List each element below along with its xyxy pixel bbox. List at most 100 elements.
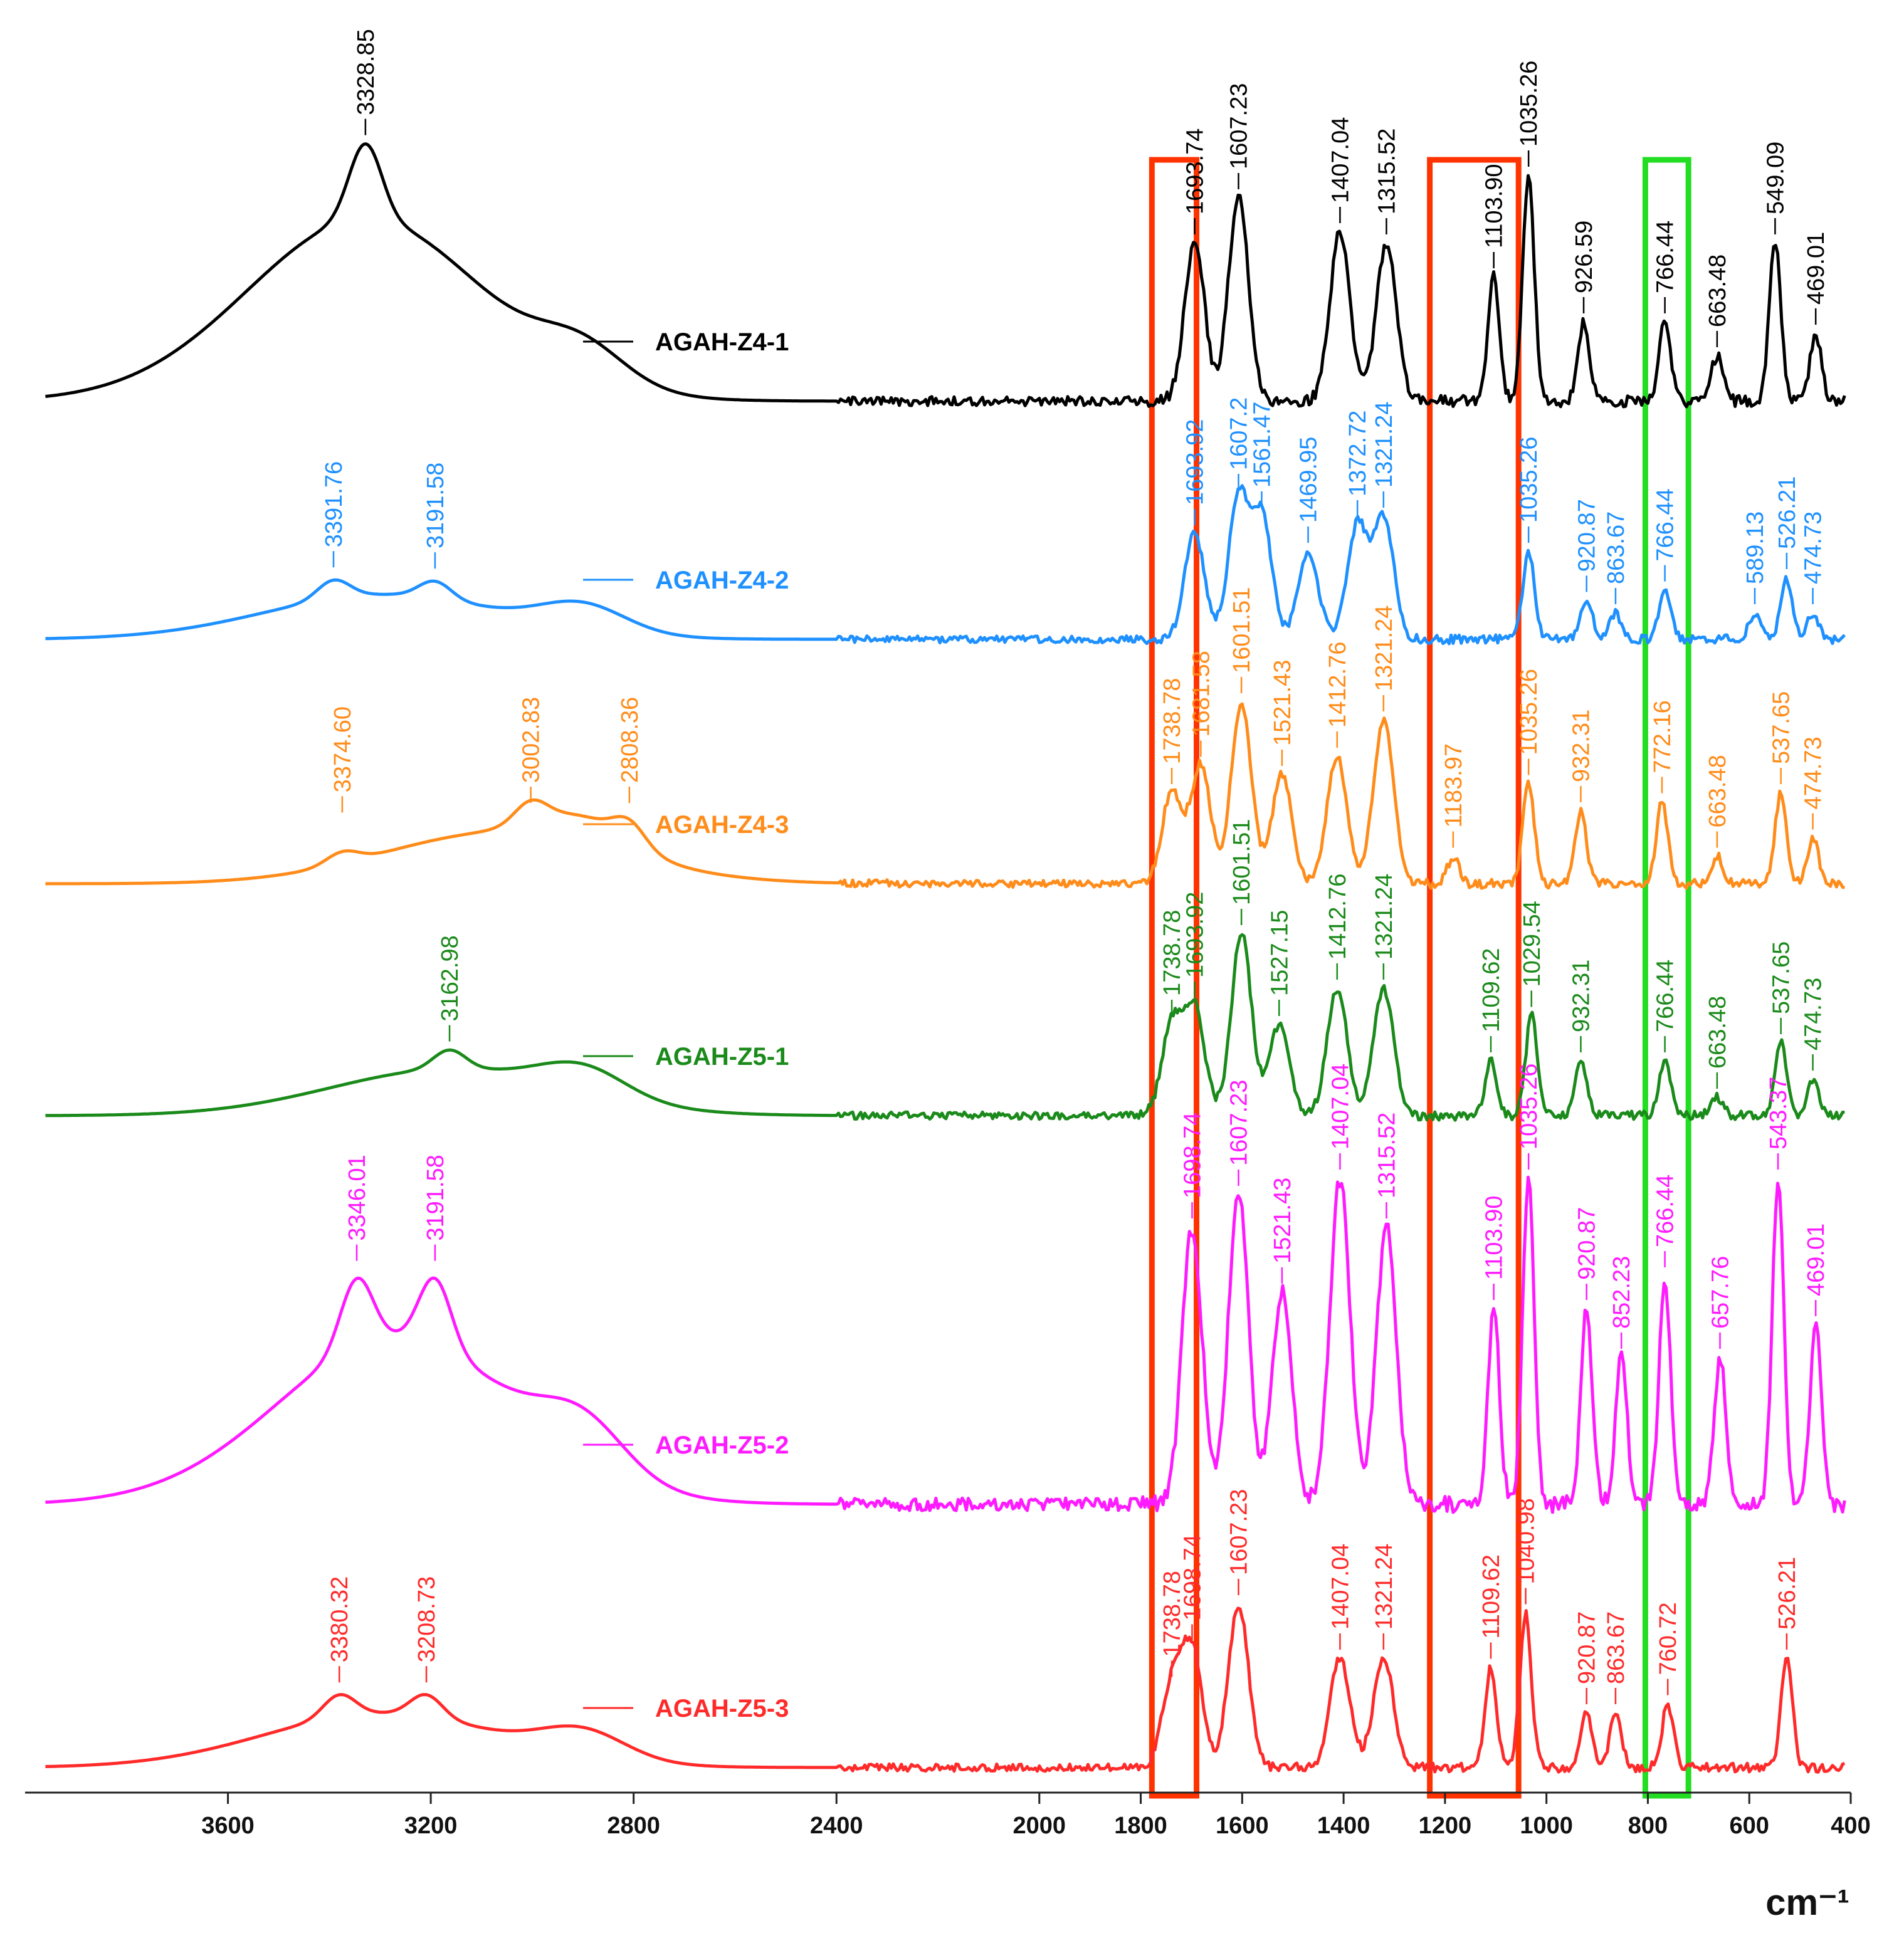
x-tick-label-1400: 1400 <box>1317 1813 1370 1839</box>
peak-label-AGAH-Z4-3-1321.24: 1321.24 <box>1371 605 1397 691</box>
peak-label-AGAH-Z4-1-549.09: 549.09 <box>1762 142 1789 214</box>
spectra-group <box>45 142 1846 1774</box>
peak-labels-group: 3328.85 1693.74 1607.23 1407.04 1315.52 1103.… <box>321 29 1829 1704</box>
peak-label-AGAH-Z5-1-663.48: 663.48 <box>1705 996 1731 1069</box>
peak-label-AGAH-Z4-1-1693.74: 1693.74 <box>1182 128 1209 214</box>
peak-label-AGAH-Z5-1-3162.98: 3162.98 <box>437 935 463 1021</box>
peak-label-AGAH-Z5-2-1315.52: 1315.52 <box>1374 1113 1400 1198</box>
peak-label-AGAH-Z5-1-932.31: 932.31 <box>1568 960 1594 1032</box>
peak-label-AGAH-Z4-1-1607.23: 1607.23 <box>1226 83 1252 169</box>
peak-label-AGAH-Z5-2-1698.74: 1698.74 <box>1179 1113 1206 1198</box>
peak-label-AGAH-Z5-3-1607.23: 1607.23 <box>1226 1489 1252 1575</box>
peak-label-AGAH-Z4-3-3002.83: 3002.83 <box>518 697 545 783</box>
red-box-1100 <box>1427 157 1522 1799</box>
x-tick-label-1600: 1600 <box>1216 1813 1269 1839</box>
peak-label-AGAH-Z5-3-1407.04: 1407.04 <box>1327 1544 1354 1630</box>
legend-label-AGAH-Z4-1: AGAH-Z4-1 <box>655 328 789 356</box>
series-AGAH-Z5-2 <box>45 1175 1846 1514</box>
peak-label-AGAH-Z5-1-537.65: 537.65 <box>1769 941 1795 1014</box>
x-tick-label-1200: 1200 <box>1419 1813 1472 1839</box>
peak-label-AGAH-Z4-1-1035.26: 1035.26 <box>1516 61 1542 147</box>
peak-label-AGAH-Z4-2-474.73: 474.73 <box>1801 511 1827 584</box>
series-AGAH-Z4-2 <box>45 484 1846 646</box>
peak-label-AGAH-Z4-2-863.67: 863.67 <box>1603 511 1629 584</box>
spectrum-line-AGAH-Z4-1 <box>45 142 1846 409</box>
peak-label-AGAH-Z4-2-1561.47: 1561.47 <box>1249 402 1275 488</box>
legend-label-AGAH-Z5-2: AGAH-Z5-2 <box>655 1432 789 1459</box>
peak-label-AGAH-Z5-1-1321.24: 1321.24 <box>1371 874 1397 960</box>
peak-label-AGAH-Z4-3-1183.97: 1183.97 <box>1441 743 1467 828</box>
peak-label-AGAH-Z5-3-1109.62: 1109.62 <box>1478 1554 1505 1639</box>
legend-group: AGAH-Z4-1 AGAH-Z4-2 AGAH-Z4-3 AGAH-Z5-1 AGAH… <box>583 328 789 1722</box>
peak-label-AGAH-Z5-3-920.87: 920.87 <box>1574 1611 1601 1684</box>
peak-label-AGAH-Z4-3-932.31: 932.31 <box>1568 710 1594 782</box>
peak-label-AGAH-Z5-3-1698.74: 1698.74 <box>1179 1534 1206 1620</box>
peak-label-AGAH-Z5-1-1412.76: 1412.76 <box>1325 874 1351 960</box>
peak-label-AGAH-Z5-3-1321.24: 1321.24 <box>1371 1544 1397 1630</box>
legend-label-AGAH-Z5-3: AGAH-Z5-3 <box>655 1695 789 1722</box>
peak-label-AGAH-Z4-3-1681.58: 1681.58 <box>1188 651 1214 736</box>
peak-label-AGAH-Z4-2-1372.72: 1372.72 <box>1345 411 1371 496</box>
peak-label-AGAH-Z5-2-3346.01: 3346.01 <box>344 1155 371 1240</box>
peak-label-AGAH-Z5-2-1407.04: 1407.04 <box>1327 1064 1354 1150</box>
peak-label-AGAH-Z5-1-1693.92: 1693.92 <box>1182 892 1208 978</box>
peak-label-AGAH-Z5-1-474.73: 474.73 <box>1801 978 1827 1050</box>
peak-label-AGAH-Z5-3-863.67: 863.67 <box>1603 1611 1629 1684</box>
peak-label-AGAH-Z5-2-1035.26: 1035.26 <box>1516 1064 1542 1150</box>
x-tick-label-2800: 2800 <box>607 1813 660 1839</box>
peak-label-AGAH-Z5-2-657.76: 657.76 <box>1708 1256 1734 1329</box>
peak-label-AGAH-Z5-2-1607.23: 1607.23 <box>1226 1080 1252 1166</box>
peak-label-AGAH-Z4-1-926.59: 926.59 <box>1571 221 1597 293</box>
x-tick-label-3200: 3200 <box>404 1813 458 1839</box>
peak-label-AGAH-Z4-1-3328.85: 3328.85 <box>353 29 379 115</box>
peak-label-AGAH-Z5-2-469.01: 469.01 <box>1803 1223 1829 1296</box>
peak-label-AGAH-Z4-2-920.87: 920.87 <box>1574 499 1601 572</box>
x-tick-label-2400: 2400 <box>810 1813 863 1839</box>
peak-label-AGAH-Z4-3-1412.76: 1412.76 <box>1325 642 1351 728</box>
peak-label-AGAH-Z4-1-469.01: 469.01 <box>1803 232 1829 305</box>
x-tick-label-1800: 1800 <box>1114 1813 1167 1839</box>
x-tick-label-1000: 1000 <box>1520 1813 1573 1839</box>
peak-label-AGAH-Z4-2-766.44: 766.44 <box>1653 488 1679 561</box>
peak-label-AGAH-Z4-1-1407.04: 1407.04 <box>1327 117 1354 203</box>
x-axis-unit-label: cm⁻¹ <box>1765 1882 1849 1923</box>
peak-label-AGAH-Z4-2-526.21: 526.21 <box>1774 476 1801 549</box>
peak-label-AGAH-Z5-2-920.87: 920.87 <box>1574 1207 1601 1280</box>
peak-label-AGAH-Z5-1-766.44: 766.44 <box>1653 960 1679 1032</box>
spectrum-line-AGAH-Z4-2 <box>45 484 1846 646</box>
legend-label-AGAH-Z4-3: AGAH-Z4-3 <box>655 811 789 839</box>
peak-label-AGAH-Z5-3-3380.32: 3380.32 <box>327 1576 353 1662</box>
peak-label-AGAH-Z5-1-1109.62: 1109.62 <box>1478 948 1505 1032</box>
peak-label-AGAH-Z5-1-1601.51: 1601.51 <box>1229 819 1255 905</box>
x-tick-label-800: 800 <box>1628 1813 1668 1839</box>
x-axis: 3600 3200 2800 2400 2000 1800 1600 1400 1200 1000… <box>25 1791 1871 1839</box>
peak-label-AGAH-Z5-2-1103.90: 1103.90 <box>1481 1195 1508 1280</box>
peak-label-AGAH-Z4-2-1607.2: 1607.2 <box>1226 397 1253 470</box>
series-AGAH-Z4-3 <box>45 702 1846 890</box>
peak-label-AGAH-Z4-2-589.13: 589.13 <box>1742 511 1769 584</box>
green-box-770 <box>1642 157 1691 1799</box>
peak-label-AGAH-Z4-2-1321.24: 1321.24 <box>1371 402 1397 488</box>
legend-label-AGAH-Z4-2: AGAH-Z4-2 <box>655 567 789 594</box>
peak-label-AGAH-Z4-1-766.44: 766.44 <box>1653 221 1679 293</box>
peak-label-AGAH-Z4-3-663.48: 663.48 <box>1705 755 1731 827</box>
series-AGAH-Z4-1 <box>45 142 1846 409</box>
spectrum-line-AGAH-Z4-3 <box>45 702 1846 890</box>
spectrum-line-AGAH-Z5-1 <box>45 933 1845 1122</box>
x-tick-label-2000: 2000 <box>1013 1813 1066 1839</box>
peak-label-AGAH-Z4-3-772.16: 772.16 <box>1649 700 1676 773</box>
peak-label-AGAH-Z5-1-1527.15: 1527.15 <box>1266 910 1293 996</box>
peak-label-AGAH-Z4-3-3374.60: 3374.60 <box>330 706 356 792</box>
peak-label-AGAH-Z5-2-543.37: 543.37 <box>1765 1077 1792 1150</box>
peak-label-AGAH-Z4-1-1315.52: 1315.52 <box>1374 128 1400 214</box>
peak-label-AGAH-Z4-2-3391.76: 3391.76 <box>321 461 347 547</box>
peak-label-AGAH-Z4-3-1738.78: 1738.78 <box>1159 678 1186 764</box>
peak-label-AGAH-Z5-3-3208.73: 3208.73 <box>414 1576 440 1662</box>
peak-label-AGAH-Z5-3-760.72: 760.72 <box>1655 1602 1681 1675</box>
peak-label-AGAH-Z5-2-852.23: 852.23 <box>1609 1256 1635 1329</box>
red-box-carbonyl <box>1149 157 1200 1799</box>
peak-label-AGAH-Z5-2-1521.43: 1521.43 <box>1270 1178 1296 1264</box>
spectrum-line-AGAH-Z5-2 <box>45 1175 1846 1514</box>
